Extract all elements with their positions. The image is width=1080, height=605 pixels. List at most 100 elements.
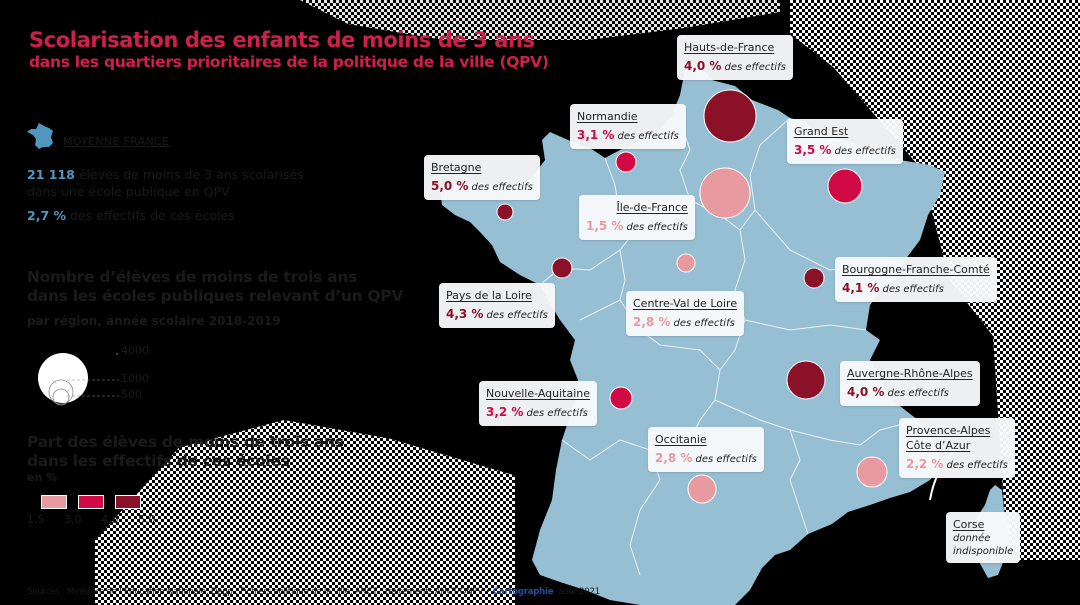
source-line: Sources : Ministère de l’Éducation Natio… (27, 587, 600, 597)
label-auvergne-rhone-alpes: Auvergne-Rhône-Alpes 4,0 % des effectifs (840, 361, 980, 406)
region-name: Bretagne (431, 161, 482, 174)
label-provence-alpes-cote-dazur: Provence-Alpes Côte d’Azur 2,2 % des effe… (899, 418, 1015, 478)
circle-provence-alpes-cote-dazur (856, 456, 888, 488)
circle-centre-val-de-loire (676, 253, 696, 273)
region-desc: des effectifs (724, 62, 786, 73)
region-circles (496, 89, 888, 504)
region-name-2: Côte d’Azur (906, 439, 971, 452)
region-name: Grand Est (794, 125, 849, 138)
color-legend: Part des élèves de moins de trois ans da… (27, 433, 344, 526)
share-text: des effectifs de ces écoles (66, 208, 235, 223)
region-desc: des effectifs (471, 182, 533, 193)
circle-hauts-de-france (703, 89, 757, 143)
region-value: 4,3 % (446, 307, 484, 321)
region-name: Centre-Val de Loire (633, 297, 738, 310)
label-occitanie: Occitanie 2,8 % des effectifs (648, 427, 764, 472)
label-pays-de-la-loire: Pays de la Loire 4,3 % des effectifs (439, 283, 555, 328)
circle-size-legend: Nombre d’élèves de moins de trois ans da… (27, 268, 404, 406)
region-name: Auvergne-Rhône-Alpes (847, 367, 973, 380)
size-legend-heading-1: Nombre d’élèves de moins de trois ans (27, 268, 358, 286)
region-name: Pays de la Loire (446, 289, 532, 302)
size-legend-500: 500 (121, 388, 142, 401)
label-bretagne: Bretagne 5,0 % des effectifs (424, 155, 540, 200)
region-value: 2,8 % (655, 451, 693, 465)
circle-pays-de-la-loire (551, 257, 573, 279)
swatch-medium (78, 495, 104, 509)
no-data-1: donnée (953, 533, 991, 544)
circle-ile-de-france (699, 167, 751, 219)
region-desc: des effectifs (695, 454, 757, 465)
region-name: Provence-Alpes (906, 424, 991, 437)
share-value: 2,7 % (27, 208, 67, 223)
region-desc: des effectifs (946, 460, 1008, 471)
circle-occitanie (687, 474, 717, 504)
average-share: 2,7 % des effectifs de ces écoles (27, 208, 235, 223)
region-name: Hauts-de-France (684, 41, 775, 54)
region-name: Nouvelle-Aquitaine (486, 387, 591, 400)
label-centre-val-de-loire: Centre-Val de Loire 2,8 % des effectifs (626, 291, 745, 336)
break-4: 5,0 (138, 513, 156, 526)
region-name: Normandie (577, 110, 638, 123)
average-label: MOYENNE FRANCE (63, 135, 170, 148)
students-text: élèves de moins de 3 ans scolarisés (74, 167, 304, 182)
region-value: 1,5 % (586, 219, 624, 233)
circle-nouvelle-aquitaine (609, 386, 633, 410)
students-value: 21 118 (27, 167, 75, 182)
circle-auvergne-rhone-alpes (786, 360, 826, 400)
circle-bourgogne-franche-comte (803, 267, 825, 289)
label-normandie: Normandie 3,1 % des effectifs (570, 104, 686, 149)
size-legend-heading-2: dans les écoles publiques relevant d’un … (27, 287, 404, 305)
region-desc: des effectifs (834, 146, 896, 157)
size-legend-1000: 1000 (121, 372, 149, 385)
cartography-link[interactable]: Cartographie (492, 587, 554, 597)
color-legend-unit: en % (27, 471, 58, 484)
region-value: 4,1 % (842, 281, 880, 295)
average-students: 21 118 élèves de moins de 3 ans scolaris… (27, 166, 304, 200)
label-ile-de-france: Île-de-France 1,5 % des effectifs (579, 195, 695, 240)
region-value: 3,5 % (794, 143, 832, 157)
region-name: Occitanie (655, 433, 707, 446)
no-data-2: indisponible (953, 546, 1014, 557)
size-legend-circles (38, 353, 119, 406)
region-value: 5,0 % (431, 179, 469, 193)
region-name: Corse (953, 518, 985, 531)
label-nouvelle-aquitaine: Nouvelle-Aquitaine 3,2 % des effectifs (479, 381, 598, 426)
break-3: 4,0 (101, 513, 119, 526)
region-name: Île-de-France (616, 201, 688, 214)
size-legend-4000: 4000 (121, 344, 149, 357)
region-desc: des effectifs (887, 388, 949, 399)
region-name: Bourgogne-Franche-Comté (842, 263, 990, 276)
title-line-1: Scolarisation des enfants de moins de 3 … (29, 28, 535, 52)
label-hauts-de-france: Hauts-de-France 4,0 % des effectifs (677, 35, 793, 80)
circle-normandie (615, 151, 637, 173)
color-legend-heading-2: dans les effectifs de ces écoles (27, 452, 290, 470)
label-bourgogne-franche-comte: Bourgogne-Franche-Comté 4,1 % des effecti… (835, 257, 997, 302)
color-legend-heading-1: Part des élèves de moins de trois ans (27, 433, 344, 451)
students-text-2: dans une école publique en QPV (27, 184, 230, 199)
france-map-icon (27, 123, 53, 149)
circle-bretagne (496, 203, 514, 221)
region-value: 2,2 % (906, 457, 944, 471)
region-desc: des effectifs (617, 131, 679, 142)
region-desc: des effectifs (526, 408, 588, 419)
region-desc: des effectifs (673, 318, 735, 329)
region-value: 3,1 % (577, 128, 615, 142)
region-desc: des effectifs (626, 222, 688, 233)
source-date: , août 2021 (553, 587, 600, 597)
break-2: 3,0 (64, 513, 82, 526)
region-desc: des effectifs (882, 284, 944, 295)
swatch-light (41, 495, 67, 509)
size-legend-subheading: par région, année scolaire 2018-2019 (27, 314, 281, 328)
region-value: 2,8 % (633, 315, 671, 329)
break-1: 1,5 (27, 513, 45, 526)
page-title: Scolarisation des enfants de moins de 3 … (29, 28, 549, 72)
label-corse: Corse donnée indisponible (946, 512, 1021, 563)
transparency-pattern (95, 420, 515, 605)
title-line-2: dans les quartiers prioritaires de la po… (29, 53, 549, 71)
source-text: Sources : Ministère de l’Éducation Natio… (27, 587, 493, 597)
region-desc: des effectifs (486, 310, 548, 321)
region-value: 3,2 % (486, 405, 524, 419)
region-value: 4,0 % (847, 385, 885, 399)
swatch-dark (115, 495, 141, 509)
label-grand-est: Grand Est 3,5 % des effectifs (787, 119, 903, 164)
